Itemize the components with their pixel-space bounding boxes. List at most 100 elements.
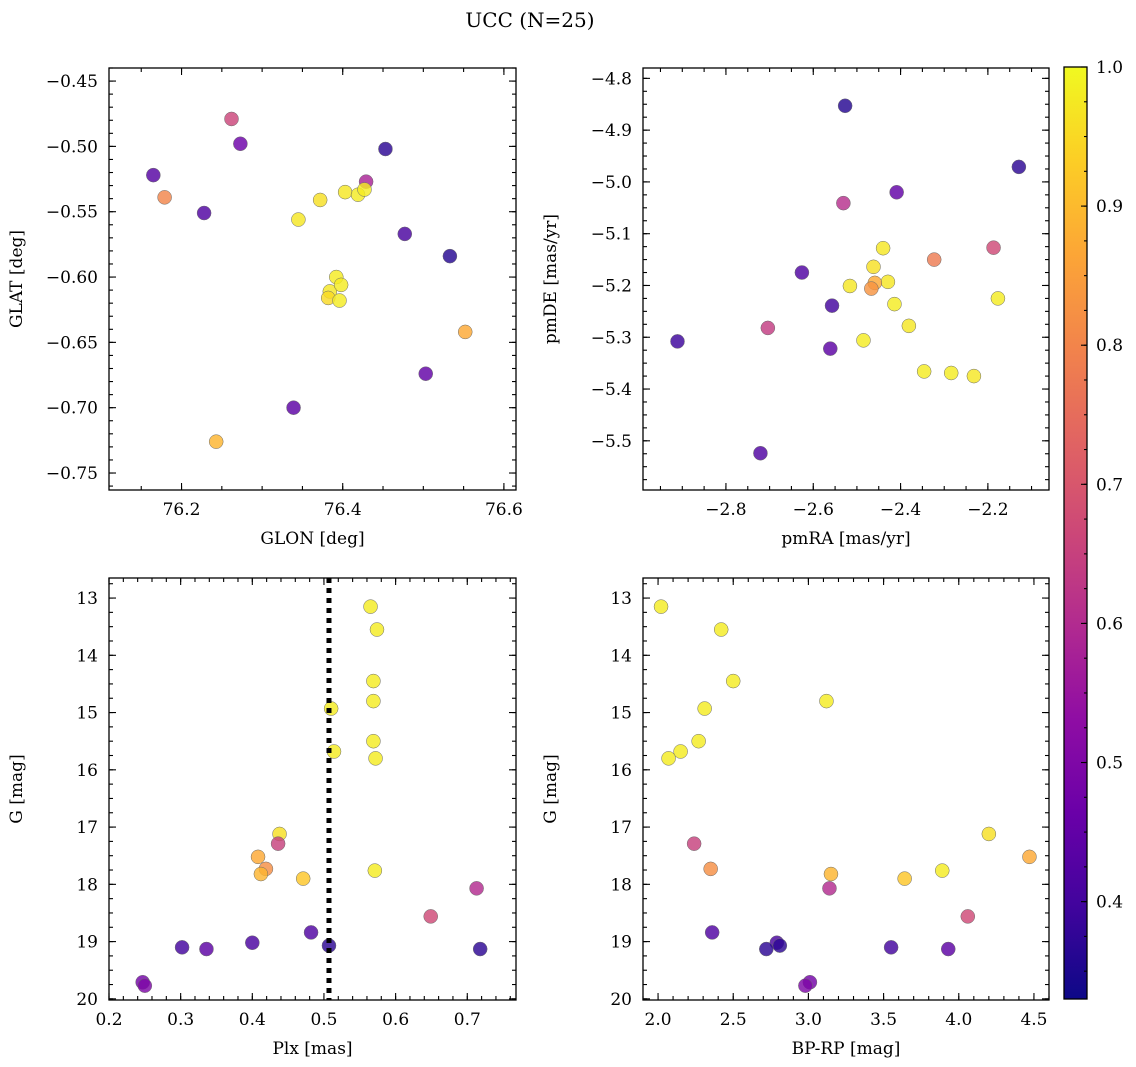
scatter-point — [941, 941, 956, 957]
y-tick-label: 17 — [610, 818, 632, 838]
scatter-point — [333, 277, 349, 293]
scatter-point — [836, 195, 851, 211]
y-tick-label: 19 — [76, 933, 98, 953]
scatter-point — [397, 226, 413, 242]
scatter-point — [224, 111, 239, 127]
scatter-point — [837, 98, 853, 114]
scatter-point — [794, 265, 810, 280]
scatter-point — [366, 673, 381, 689]
scatter-point — [822, 881, 837, 896]
x-tick-label: 4.0 — [945, 1010, 972, 1030]
scatter-point — [457, 324, 473, 340]
scatter-point — [367, 863, 383, 878]
scatter-point — [146, 167, 161, 183]
scatter-point — [253, 866, 269, 882]
y-tick-label: 15 — [76, 704, 98, 724]
scatter-point — [960, 909, 976, 924]
scatter-points — [653, 599, 1037, 993]
scatter-point — [291, 212, 306, 227]
x-tick-label: 4.5 — [1020, 1010, 1047, 1030]
plot-frame — [642, 577, 1050, 1001]
y-tick-label: −5.5 — [591, 432, 632, 452]
scatter-point — [887, 296, 902, 312]
plot-frame — [108, 67, 517, 491]
y-axis-label: G [mag] — [541, 754, 561, 823]
x-axis-label: Plx [mas] — [272, 1039, 352, 1059]
scatter-point — [934, 863, 950, 878]
y-tick-label: 17 — [76, 818, 98, 838]
axis-ticks — [643, 68, 1049, 490]
scatter-point — [469, 881, 484, 896]
colorbar-tick-label: 0.7 — [1096, 475, 1123, 495]
scatter-point — [901, 318, 917, 334]
x-axis-label: pmRA [mas/yr] — [781, 529, 910, 549]
y-tick-label: 14 — [610, 646, 632, 666]
scatter-point — [943, 365, 959, 381]
x-tick-label: 76.6 — [485, 500, 523, 520]
x-tick-label: −2.4 — [880, 500, 921, 520]
colorbar-tick-label: 0.5 — [1096, 754, 1123, 774]
plot-frame — [642, 67, 1050, 491]
y-tick-label: −0.65 — [46, 333, 98, 353]
x-tick-label: 0.3 — [167, 1010, 194, 1030]
scatter-point — [880, 274, 896, 290]
colorbar-tick-label: 0.8 — [1096, 336, 1123, 356]
scatter-point — [703, 861, 718, 877]
scatter-point — [245, 935, 260, 950]
scatter-point — [883, 940, 899, 955]
scatter-point — [366, 733, 381, 749]
scatter-point — [196, 205, 212, 221]
colorbar-gradient — [1064, 67, 1087, 999]
y-tick-label: −0.50 — [46, 137, 98, 157]
scatter-point — [926, 252, 942, 267]
y-tick-label: −5.0 — [591, 173, 632, 193]
scatter-point — [303, 925, 319, 940]
y-tick-label: −0.60 — [46, 268, 98, 288]
y-tick-label: −5.2 — [591, 276, 632, 296]
colorbar-tick-label: 0.9 — [1096, 197, 1123, 217]
scatter-point — [270, 836, 286, 851]
scatter-point — [208, 434, 224, 449]
axis-ticks — [109, 67, 516, 490]
scatter-point — [233, 136, 248, 152]
x-tick-label: 3.5 — [870, 1010, 897, 1030]
scatter-point — [1011, 159, 1027, 175]
y-tick-label: −4.8 — [591, 69, 632, 89]
y-axis-label: GLAT [deg] — [7, 230, 27, 328]
scatter-point — [357, 182, 372, 197]
panel-pmra-pmde: −2.8 −2.6 −2.4 −2.2 −5.5 −5.4 −5.3 −5.2 −5.1 −5.0… — [541, 67, 1050, 549]
scatter-point — [990, 291, 1006, 306]
scatter-point — [653, 599, 669, 614]
scatter-point — [661, 751, 676, 766]
scatter-point — [442, 248, 458, 264]
panel-plx-g: 0.2 0.3 0.4 0.5 0.6 0.7 13 14 15 16 17 18 19 20 Plx [m… — [7, 577, 517, 1059]
y-tick-label: 13 — [610, 589, 632, 609]
scatter-point — [250, 849, 266, 865]
scatter-point — [363, 599, 378, 614]
x-tick-label: −2.8 — [705, 500, 746, 520]
y-axis-label: pmDE [mas/yr] — [541, 214, 561, 344]
y-tick-label: −0.55 — [46, 203, 98, 223]
scatter-point — [337, 184, 353, 200]
y-tick-label: −4.9 — [591, 121, 632, 141]
scatter-points — [146, 111, 473, 449]
colorbar-frame — [1063, 66, 1088, 1000]
scatter-point — [472, 941, 488, 957]
scatter-point — [332, 293, 347, 308]
y-tick-label: 16 — [76, 761, 98, 781]
scatter-point — [137, 978, 153, 993]
x-tick-label: −2.6 — [793, 500, 834, 520]
scatter-point — [295, 871, 311, 886]
y-tick-label: −0.70 — [46, 399, 98, 419]
y-tick-label: −0.75 — [46, 464, 98, 484]
scatter-point — [378, 141, 393, 157]
scatter-point — [823, 866, 839, 882]
x-tick-label: 0.5 — [310, 1010, 337, 1030]
y-tick-label: 18 — [76, 875, 98, 895]
scatter-point — [368, 751, 383, 766]
scatter-point — [856, 333, 871, 348]
x-tick-label: 0.4 — [239, 1010, 266, 1030]
figure-title: UCC (N=25) — [465, 8, 594, 32]
scatter-point — [981, 826, 997, 842]
